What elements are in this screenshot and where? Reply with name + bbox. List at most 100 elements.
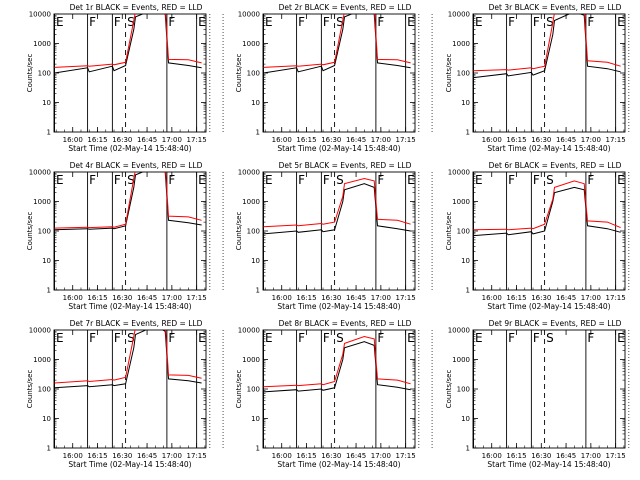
y-axis-title: Counts/sec bbox=[445, 212, 453, 251]
x-axis-title: Start Time (02-May-14 15:48:40) bbox=[68, 460, 191, 469]
marker-label: F bbox=[587, 15, 594, 29]
y-tick-label: 100 bbox=[38, 386, 51, 394]
panel-title: Det 5r BLACK = Events, RED = LLD bbox=[279, 161, 412, 170]
x-tick-label: 16:30 bbox=[321, 294, 341, 302]
panel-title: Det 1r BLACK = Events, RED = LLD bbox=[70, 3, 203, 12]
marker-label: E bbox=[407, 15, 415, 29]
plot-frame bbox=[472, 329, 626, 449]
y-tick-label: 100 bbox=[247, 228, 260, 236]
x-tick-label: 16:45 bbox=[556, 136, 576, 144]
marker-label: S bbox=[127, 15, 135, 29]
y-tick-label: 100 bbox=[457, 70, 470, 78]
y-tick-label: 1000 bbox=[33, 356, 51, 364]
marker-label: F bbox=[323, 15, 330, 29]
x-axis-title: Start Time (02-May-14 15:48:40) bbox=[277, 302, 400, 311]
y-tick-label: 10 bbox=[42, 99, 51, 107]
x-tick-label: 17:00 bbox=[581, 452, 601, 460]
marker-label: F bbox=[508, 331, 515, 345]
y-tick-label: 10000 bbox=[29, 11, 51, 19]
marker-label: F bbox=[377, 15, 384, 29]
x-tick-label: 17:00 bbox=[162, 294, 182, 302]
panel-det-6: Det 6r BLACK = Events, RED = LLD 1 10 100 10… bbox=[445, 161, 630, 311]
series-lld-line bbox=[263, 14, 411, 68]
x-tick-label: 17:15 bbox=[606, 294, 626, 302]
marker-label: E bbox=[265, 173, 273, 187]
x-tick-label: 17:15 bbox=[187, 452, 207, 460]
marker-label: E bbox=[56, 173, 64, 187]
x-tick-label: 17:15 bbox=[396, 294, 416, 302]
x-tick-label: 17:15 bbox=[396, 452, 416, 460]
y-tick-label: 10000 bbox=[238, 327, 260, 335]
marker-label: E bbox=[198, 331, 206, 345]
x-axis-title: Start Time (02-May-14 15:48:40) bbox=[68, 302, 191, 311]
x-tick-label: 16:00 bbox=[272, 294, 292, 302]
x-tick-label: 16:45 bbox=[346, 294, 366, 302]
panel-det-8: Det 8r BLACK = Events, RED = LLD 1 10 100 10… bbox=[235, 319, 433, 469]
marker-label: S bbox=[546, 331, 554, 345]
y-tick-label: 10 bbox=[461, 415, 470, 423]
x-axis-title: Start Time (02-May-14 15:48:40) bbox=[487, 144, 610, 153]
marker-label: F bbox=[168, 331, 175, 345]
y-tick-label: 100 bbox=[247, 386, 260, 394]
panel-det-2: Det 2r BLACK = Events, RED = LLD 1 10 100 10… bbox=[235, 3, 433, 153]
marker-label: S bbox=[336, 15, 344, 29]
x-tick-label: 17:00 bbox=[371, 294, 391, 302]
y-tick-label: 100 bbox=[38, 228, 51, 236]
marker-label: E bbox=[198, 173, 206, 187]
marker-label: F bbox=[114, 173, 121, 187]
panel-det-1: Det 1r BLACK = Events, RED = LLD 1 10 100 10… bbox=[26, 3, 224, 153]
x-tick-label: 17:00 bbox=[162, 452, 182, 460]
y-axis-title: Counts/sec bbox=[445, 54, 453, 93]
marker-label: F bbox=[89, 173, 96, 187]
y-tick-label: 1 bbox=[47, 287, 51, 295]
series-lld-line bbox=[263, 335, 411, 388]
plot-frame bbox=[472, 13, 626, 133]
x-tick-label: 16:30 bbox=[112, 294, 132, 302]
panel-title: Det 9r BLACK = Events, RED = LLD bbox=[489, 319, 622, 328]
panel-title: Det 4r BLACK = Events, RED = LLD bbox=[70, 161, 203, 170]
marker-label: F bbox=[587, 173, 594, 187]
series-events-line bbox=[54, 172, 202, 231]
x-tick-label: 16:30 bbox=[531, 452, 551, 460]
x-tick-label: 16:30 bbox=[321, 136, 341, 144]
plot-frame bbox=[472, 171, 626, 291]
x-axis-title: Start Time (02-May-14 15:48:40) bbox=[277, 460, 400, 469]
y-tick-label: 1000 bbox=[242, 356, 260, 364]
x-axis-title: Start Time (02-May-14 15:48:40) bbox=[487, 460, 610, 469]
x-tick-label: 17:15 bbox=[606, 452, 626, 460]
x-tick-label: 16:00 bbox=[272, 452, 292, 460]
x-tick-label: 16:00 bbox=[482, 452, 502, 460]
panel-title: Det 3r BLACK = Events, RED = LLD bbox=[489, 3, 622, 12]
marker-label: E bbox=[475, 15, 483, 29]
y-axis-title: Counts/sec bbox=[445, 370, 453, 409]
marker-label: F bbox=[168, 15, 175, 29]
marker-label: F bbox=[587, 331, 594, 345]
y-tick-label: 100 bbox=[247, 70, 260, 78]
y-tick-label: 10 bbox=[251, 99, 260, 107]
x-tick-label: 17:00 bbox=[162, 136, 182, 144]
x-tick-label: 16:30 bbox=[321, 452, 341, 460]
y-tick-label: 1000 bbox=[452, 356, 470, 364]
y-axis-title: Counts/sec bbox=[26, 54, 34, 93]
marker-label: F bbox=[533, 15, 540, 29]
x-tick-label: 16:15 bbox=[87, 136, 107, 144]
x-tick-label: 16:15 bbox=[87, 452, 107, 460]
x-tick-label: 17:00 bbox=[581, 136, 601, 144]
x-tick-label: 16:45 bbox=[346, 452, 366, 460]
y-tick-label: 10 bbox=[251, 415, 260, 423]
panel-title: Det 2r BLACK = Events, RED = LLD bbox=[279, 3, 412, 12]
x-tick-label: 17:15 bbox=[187, 294, 207, 302]
x-tick-label: 16:15 bbox=[506, 294, 526, 302]
x-tick-label: 16:00 bbox=[482, 294, 502, 302]
marker-label: F bbox=[89, 15, 96, 29]
series-events-line bbox=[473, 14, 621, 79]
x-tick-label: 16:15 bbox=[87, 294, 107, 302]
plot-frame bbox=[262, 171, 416, 291]
marker-label: S bbox=[336, 173, 344, 187]
panel-title: Det 8r BLACK = Events, RED = LLD bbox=[279, 319, 412, 328]
x-tick-label: 17:00 bbox=[371, 136, 391, 144]
x-tick-label: 16:15 bbox=[296, 294, 316, 302]
marker-label: S bbox=[546, 15, 554, 29]
x-tick-label: 16:30 bbox=[531, 294, 551, 302]
